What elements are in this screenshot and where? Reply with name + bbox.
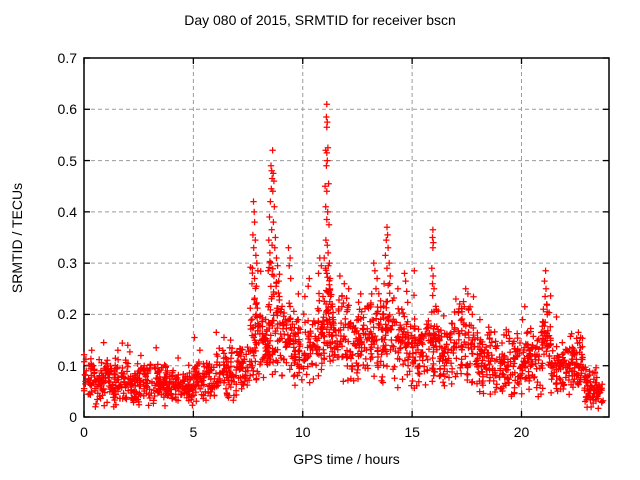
y-tick-label: 0.3	[57, 255, 77, 272]
x-axis-label: GPS time / hours	[293, 451, 400, 467]
y-tick-label: 0.4	[57, 203, 77, 220]
plot-border	[83, 57, 610, 418]
y-tick-label: 0.6	[57, 101, 77, 118]
y-tick-label: 0.5	[57, 152, 77, 169]
y-tick-label: 0.2	[57, 306, 77, 323]
x-tick-label: 10	[294, 424, 311, 440]
chart-title: Day 080 of 2015, SRMTID for receiver bsc…	[184, 12, 456, 28]
x-tick-label: 20	[513, 424, 530, 440]
x-tick-label: 15	[404, 424, 420, 440]
y-tick-label: 0.7	[57, 50, 77, 66]
y-tick-label: 0	[69, 409, 77, 425]
x-tick-label: 0	[80, 424, 88, 440]
data-points-srmtid	[80, 101, 607, 412]
y-tick-label: 0.1	[57, 357, 77, 374]
x-tick-label: 5	[189, 424, 198, 440]
